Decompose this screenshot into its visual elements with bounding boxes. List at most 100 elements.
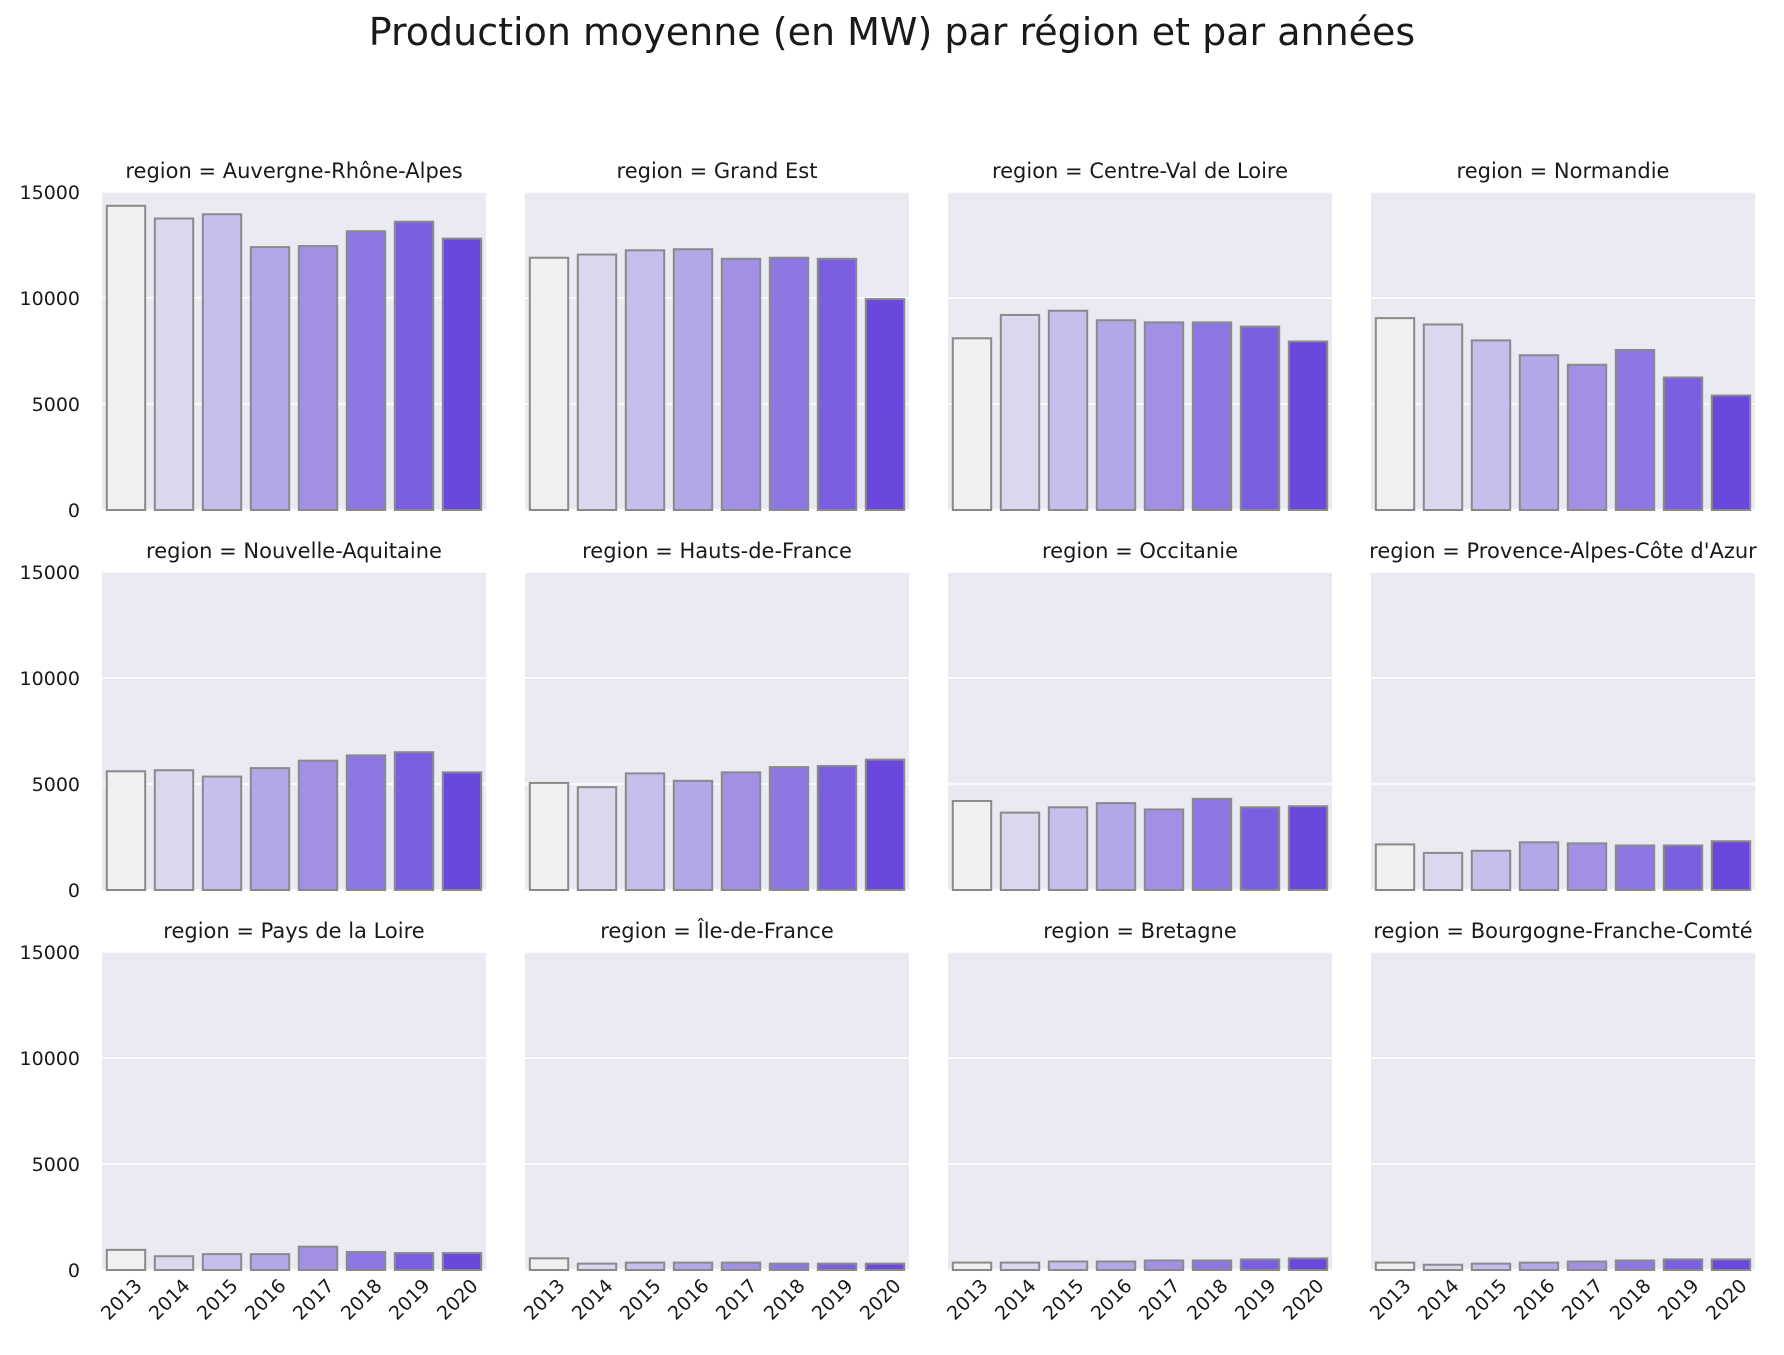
bar (1095, 1260, 1137, 1272)
bar (816, 1262, 858, 1272)
panel-title: region = Provence-Alpes-Côte d'Azur (1369, 539, 1757, 563)
bar (249, 767, 291, 891)
bar (393, 751, 435, 892)
bar (105, 1248, 147, 1271)
bar (1047, 1260, 1089, 1272)
x-tick-label: 2015 (1462, 1275, 1512, 1325)
panel-title: region = Nouvelle-Aquitaine (146, 539, 442, 563)
x-tick-label: 2019 (808, 1275, 858, 1325)
bar (1518, 1261, 1560, 1271)
bar (1614, 1259, 1656, 1271)
y-tick-label: 15000 (20, 562, 80, 584)
bar (345, 1250, 387, 1271)
panel-title: region = Occitanie (1042, 539, 1238, 563)
panel-title: region = Hauts-de-France (582, 539, 852, 563)
bar (624, 772, 666, 892)
bar (105, 204, 147, 511)
facet-panel: 0 5000 10000 15000 region = Nouvelle-Aquitai… (20, 539, 486, 902)
bar (999, 811, 1041, 891)
bar (345, 230, 387, 511)
bar (951, 337, 993, 511)
facet-panel: region = Bourgogne-Franche-Comté 20132014… (1366, 919, 1755, 1325)
facet-panel: region = Bretagne20132014201520162017201… (943, 919, 1332, 1325)
panel-title: region = Grand Est (617, 159, 818, 183)
bar (720, 771, 762, 892)
bar (576, 1262, 618, 1272)
bar (768, 766, 810, 891)
bar (105, 770, 147, 892)
bar (1518, 354, 1560, 511)
bar (816, 257, 858, 511)
x-tick-label: 2020 (1702, 1275, 1752, 1325)
bar (576, 253, 618, 511)
bar (1662, 844, 1704, 891)
y-tick-label: 5000 (32, 774, 80, 796)
bar (1710, 1258, 1752, 1272)
plot-area (1371, 952, 1755, 1270)
bar (672, 1261, 714, 1271)
bar (1143, 808, 1185, 891)
x-tick-label: 2015 (193, 1275, 243, 1325)
bar (1287, 805, 1329, 892)
bar (1710, 394, 1752, 511)
bar (720, 257, 762, 511)
chart-title: Production moyenne (en MW) par région et… (369, 10, 1415, 54)
bar (1470, 849, 1512, 892)
bar (441, 771, 483, 892)
y-tick-label: 10000 (20, 1048, 80, 1070)
x-tick-label: 2015 (1039, 1275, 1089, 1325)
bar (1143, 321, 1185, 511)
facet-panel: region = Provence-Alpes-Côte d'Azur (1369, 539, 1757, 892)
bar (672, 248, 714, 512)
plot-area (948, 952, 1332, 1270)
bar (1239, 806, 1281, 892)
bar (1143, 1259, 1185, 1271)
facet-panel: 0 5000 10000 15000 region = Pays de la Loire… (20, 919, 486, 1325)
x-tick-label: 2017 (289, 1275, 339, 1325)
bar (1191, 321, 1233, 511)
bar (1239, 325, 1281, 511)
panel-title: region = Île-de-France (600, 918, 834, 943)
y-tick-label: 0 (68, 500, 80, 522)
x-tick-label: 2019 (385, 1275, 435, 1325)
x-tick-label: 2016 (1087, 1275, 1137, 1325)
facet-panel: 0 5000 10000 15000 region = Auvergne-Rhône-A… (20, 159, 486, 522)
bar (768, 1262, 810, 1272)
plot-area (525, 952, 909, 1270)
bar (1614, 844, 1656, 891)
panel-title: region = Bourgogne-Franche-Comté (1373, 919, 1752, 943)
facet-panel: region = Occitanie (948, 539, 1332, 892)
bar (576, 786, 618, 891)
bar (201, 775, 243, 892)
bar (1287, 340, 1329, 511)
y-tick-label: 5000 (32, 1154, 80, 1176)
bar (1047, 806, 1089, 892)
bar (1566, 363, 1608, 511)
bar (1470, 339, 1512, 511)
bar (249, 1253, 291, 1271)
y-tick-label: 5000 (32, 394, 80, 416)
x-tick-label: 2013 (520, 1275, 570, 1325)
bar (297, 759, 339, 891)
y-tick-label: 10000 (20, 668, 80, 690)
bar (999, 313, 1041, 511)
bar (1518, 841, 1560, 891)
bar (201, 1253, 243, 1271)
facet-panel: region = Centre-Val de Loire (948, 159, 1332, 512)
y-tick-label: 0 (68, 1260, 80, 1282)
facet-panel: region = Grand Est (525, 159, 909, 512)
bar (153, 217, 195, 511)
facet-panel: region = Île-de-France201320142015201620… (520, 918, 909, 1325)
facet-grid: 0 5000 10000 15000 region = Auvergne-Rhône-A… (20, 159, 1758, 1325)
bar (624, 1261, 666, 1271)
bar (249, 246, 291, 511)
x-tick-label: 2020 (433, 1275, 483, 1325)
x-tick-label: 2013 (97, 1275, 147, 1325)
x-tick-label: 2017 (1558, 1275, 1608, 1325)
bar (1662, 376, 1704, 511)
x-tick-label: 2019 (1654, 1275, 1704, 1325)
bar (1422, 323, 1464, 511)
panel-title: region = Pays de la Loire (163, 919, 424, 943)
bar (1422, 1263, 1464, 1271)
x-tick-label: 2017 (1135, 1275, 1185, 1325)
